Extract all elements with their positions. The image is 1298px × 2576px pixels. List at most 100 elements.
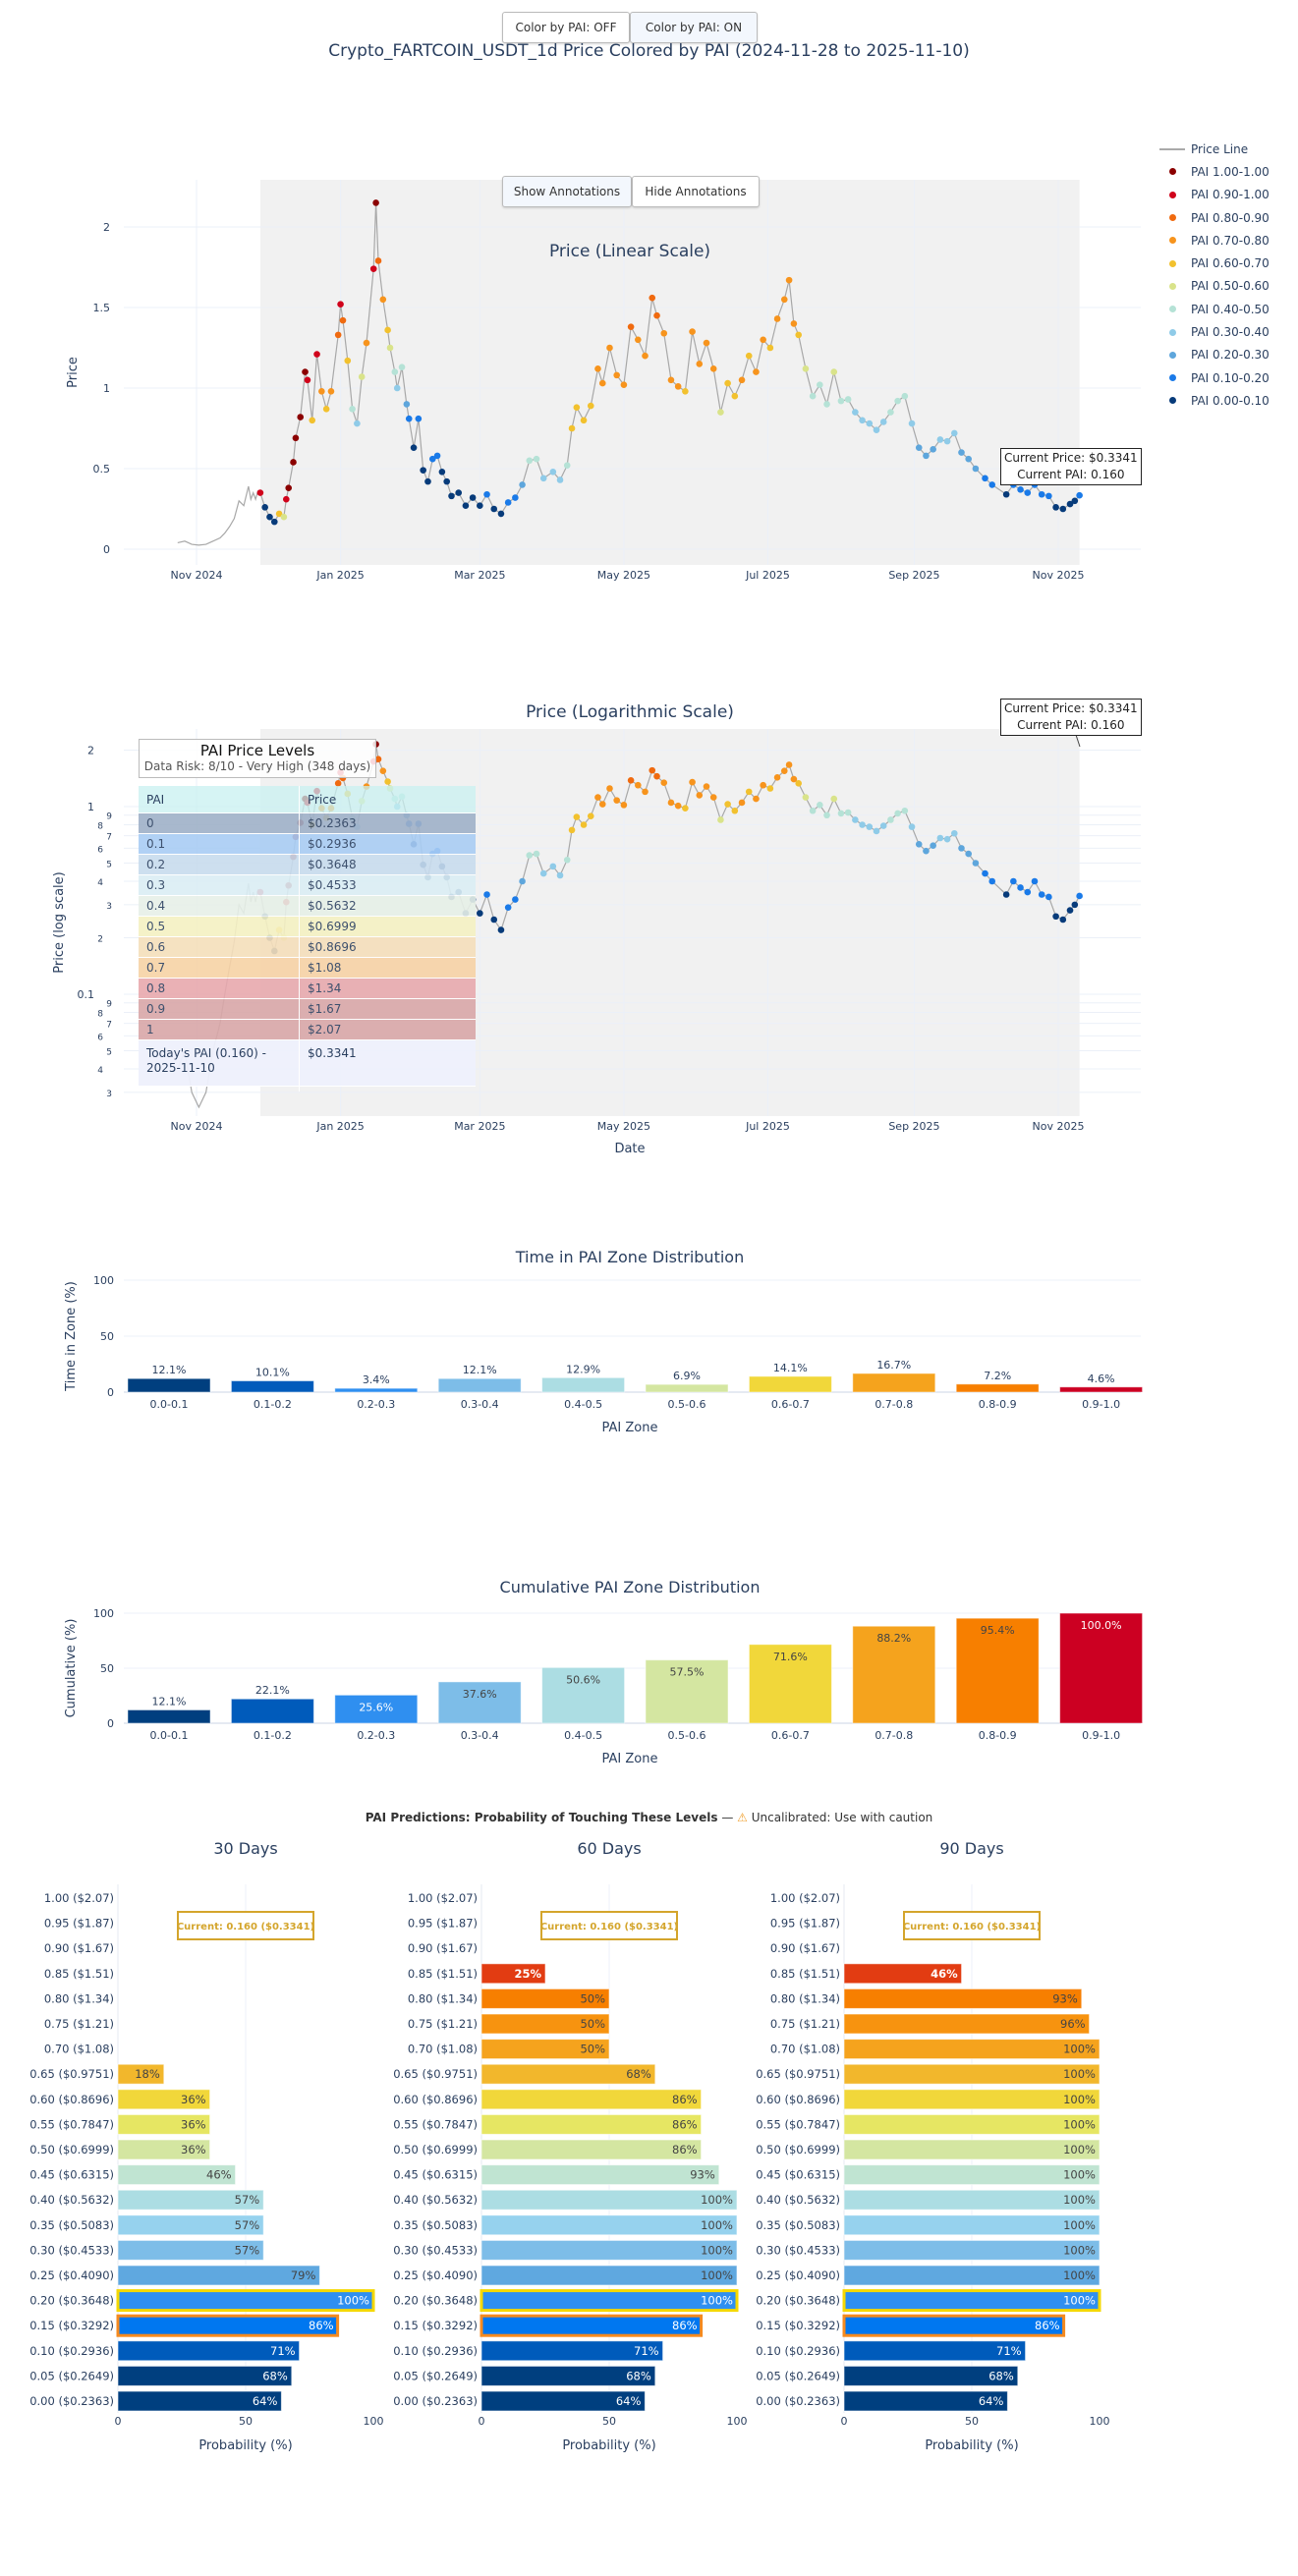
price-point: [334, 780, 342, 787]
price-point: [379, 296, 387, 304]
price-point: [901, 807, 909, 814]
probability-bar: [843, 2139, 1100, 2160]
x-tick-label: 0.6-0.7: [771, 1398, 810, 1411]
price-point: [950, 429, 958, 437]
probability-bar: [116, 2314, 340, 2337]
prediction-panel-90-days: 90 Days 0 50 100 Probability (%) 1.00 ($2.07)…: [756, 1839, 1109, 2453]
x-tick-label: 0.0-0.1: [150, 1398, 189, 1411]
bar-value-label: 100%: [701, 2268, 733, 2282]
level-label: 0.45 ($0.6315): [393, 2168, 478, 2182]
hide-annotations-button[interactable]: Hide Annotations: [632, 176, 760, 207]
price-point: [790, 320, 798, 327]
price-point: [539, 869, 547, 877]
legend-item-pai-band[interactable]: PAI 0.00-0.10: [1157, 389, 1270, 412]
legend-item-pai-band[interactable]: PAI 0.50-0.60: [1157, 275, 1270, 298]
price-point: [1024, 888, 1032, 896]
level-label: 0.15 ($0.3292): [756, 2319, 840, 2332]
price-point: [462, 502, 470, 510]
price-point: [606, 344, 613, 352]
price-point: [1076, 892, 1083, 900]
bar-value-label: 68%: [626, 2369, 651, 2382]
price-point: [424, 477, 431, 485]
price-point: [936, 834, 944, 842]
x-tick-label: 0.5-0.6: [668, 1398, 706, 1411]
legend-item-pai-band[interactable]: PAI 1.00-1.00: [1157, 160, 1270, 183]
bar-value-label: 100%: [1063, 2168, 1096, 2182]
probability-bar: [843, 2214, 1100, 2236]
bar-value-label: 93%: [1052, 1991, 1078, 2005]
legend-item-pai-band[interactable]: PAI 0.20-0.30: [1157, 344, 1270, 366]
price-point: [526, 457, 534, 465]
bar-value-label: 100%: [1063, 2143, 1096, 2156]
probability-bar: [117, 2390, 282, 2412]
price-point: [302, 368, 309, 375]
price-point: [817, 381, 823, 389]
current-pai-text: Current PAI: 0.160: [1017, 718, 1125, 732]
price-point: [403, 401, 411, 408]
bar-value-label: 79%: [291, 2268, 316, 2282]
legend-item-pai-band[interactable]: PAI 0.10-0.20: [1157, 366, 1270, 389]
probability-bar: [843, 2039, 1100, 2060]
level-label: 0.10 ($0.2936): [29, 2344, 114, 2358]
level-label: 0.70 ($1.08): [44, 2043, 114, 2056]
price-cell: $0.8696: [308, 940, 357, 954]
level-label: 0.35 ($0.5083): [756, 2218, 840, 2232]
legend-item-pai-band[interactable]: PAI 0.40-0.50: [1157, 298, 1270, 320]
price-point: [391, 368, 399, 375]
color-by-pai-on-button[interactable]: Color by PAI: ON: [630, 12, 758, 43]
legend-item-pai-band[interactable]: PAI 0.90-1.00: [1157, 184, 1270, 206]
price-point: [497, 926, 505, 933]
pai-cell: 0.4: [146, 899, 166, 913]
price-point: [660, 779, 668, 787]
probability-bar: [117, 2113, 211, 2135]
current-pai-box: [903, 1911, 1041, 1940]
price-point: [374, 756, 382, 763]
bar: [955, 1617, 1040, 1724]
price-point: [477, 502, 483, 510]
level-label: 0.40 ($0.5632): [756, 2193, 840, 2207]
price-point: [915, 444, 923, 451]
legend-item-price-line[interactable]: Price Line: [1157, 138, 1270, 160]
bar: [230, 1698, 314, 1724]
probability-bar: [480, 2289, 739, 2313]
show-annotations-button[interactable]: Show Annotations: [502, 176, 632, 207]
probability-bar: [117, 2089, 211, 2110]
color-by-pai-off-button[interactable]: Color by PAI: OFF: [502, 12, 630, 43]
probability-bar: [842, 2314, 1066, 2337]
legend-item-pai-band[interactable]: PAI 0.70-0.80: [1157, 229, 1270, 252]
data-label: 71.6%: [773, 1651, 808, 1663]
price-point: [745, 352, 753, 360]
legend-item-pai-band[interactable]: PAI 0.60-0.70: [1157, 252, 1270, 274]
price-point: [1017, 884, 1024, 891]
price-point: [689, 328, 696, 335]
x-tick-label: 0.6-0.7: [771, 1729, 810, 1742]
level-label: 0.05 ($0.2649): [393, 2369, 478, 2382]
price-point: [709, 794, 717, 801]
level-label: 0.65 ($0.9751): [393, 2067, 478, 2081]
price-point: [773, 315, 781, 322]
price-point: [731, 392, 739, 400]
level-label: 0.25 ($0.4090): [29, 2268, 114, 2282]
price-point: [696, 361, 704, 367]
bar-value-label: 50%: [580, 2017, 605, 2031]
price-point: [526, 852, 534, 859]
x-axis-label: Date: [614, 1142, 645, 1156]
legend-item-pai-band[interactable]: PAI 0.30-0.40: [1157, 320, 1270, 343]
price-point: [533, 850, 540, 858]
data-label: 12.1%: [152, 1364, 187, 1376]
probability-bar: [480, 2365, 656, 2386]
y-tick-label: 5: [106, 860, 112, 869]
level-label: 0.90 ($1.67): [44, 1941, 114, 1955]
data-label: 6.9%: [673, 1370, 701, 1382]
probability-bar: [117, 2164, 237, 2186]
price-point: [533, 455, 540, 463]
price-point: [1038, 891, 1045, 898]
dot-icon: [1168, 306, 1176, 313]
pai-cell: 0.1: [146, 837, 166, 851]
price-point: [415, 415, 423, 422]
price-point: [627, 323, 635, 330]
probability-bar: [842, 2289, 1101, 2313]
y-tick-label: 5: [106, 1047, 112, 1057]
price-point: [830, 795, 838, 803]
legend-item-pai-band[interactable]: PAI 0.80-0.90: [1157, 206, 1270, 229]
